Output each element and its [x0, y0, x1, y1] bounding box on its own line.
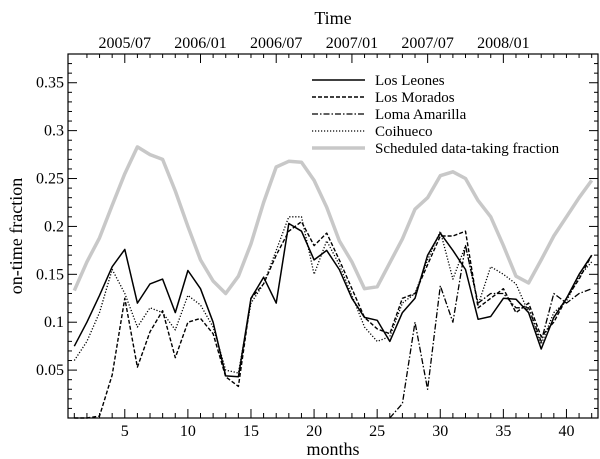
x-tick-label: 20 [306, 423, 322, 440]
top-tick-label: 2005/07 [99, 35, 151, 52]
series-line-3 [73, 216, 593, 374]
axes-layer: 5 10 15 20 25 30 35 40 2005/07 2006/01 2006/07 2007… [36, 35, 598, 440]
x-tick-label: 5 [121, 423, 129, 440]
top-tick-label: 2006/01 [174, 35, 226, 52]
y-axis-title: on-time fraction [6, 178, 26, 294]
plot-frame [67, 53, 599, 419]
x-tick-label: 10 [180, 423, 196, 440]
x-tick-label: 40 [558, 423, 574, 440]
legend-label-4: Scheduled data-taking fraction [375, 141, 560, 157]
x-axis-title: months [306, 439, 359, 459]
y-tick-label: 0.2 [44, 218, 64, 235]
top-tick-label: 2008/01 [477, 35, 529, 52]
series-line-4 [72, 145, 594, 296]
series-line-1 [74, 220, 593, 419]
legend-label-2: Loma Amarilla [375, 107, 467, 123]
top-axis-title: Time [314, 8, 351, 28]
y-tick-label: 0.1 [44, 314, 64, 331]
legend-label-1: Los Morados [375, 90, 455, 106]
top-tick-label: 2007/01 [326, 35, 378, 52]
y-tick-label: 0.15 [36, 266, 64, 283]
x-tick-label: 15 [243, 423, 259, 440]
y-tick-label: 0.05 [36, 362, 64, 379]
y-tick-label: 0.35 [36, 75, 64, 92]
top-tick-label: 2007/07 [401, 35, 453, 52]
series-line-0 [73, 222, 593, 378]
x-tick-label: 30 [432, 423, 448, 440]
legend-label-0: Los Leones [375, 73, 445, 89]
x-tick-label: 35 [495, 423, 511, 440]
legend-label-3: Coihueco [375, 124, 433, 140]
top-tick-label: 2006/07 [250, 35, 302, 52]
y-tick-label: 0.3 [44, 123, 64, 140]
x-tick-label: 25 [369, 423, 385, 440]
y-tick-label: 0.25 [36, 171, 64, 188]
series-layer [72, 145, 594, 419]
series-line-2 [389, 244, 592, 419]
